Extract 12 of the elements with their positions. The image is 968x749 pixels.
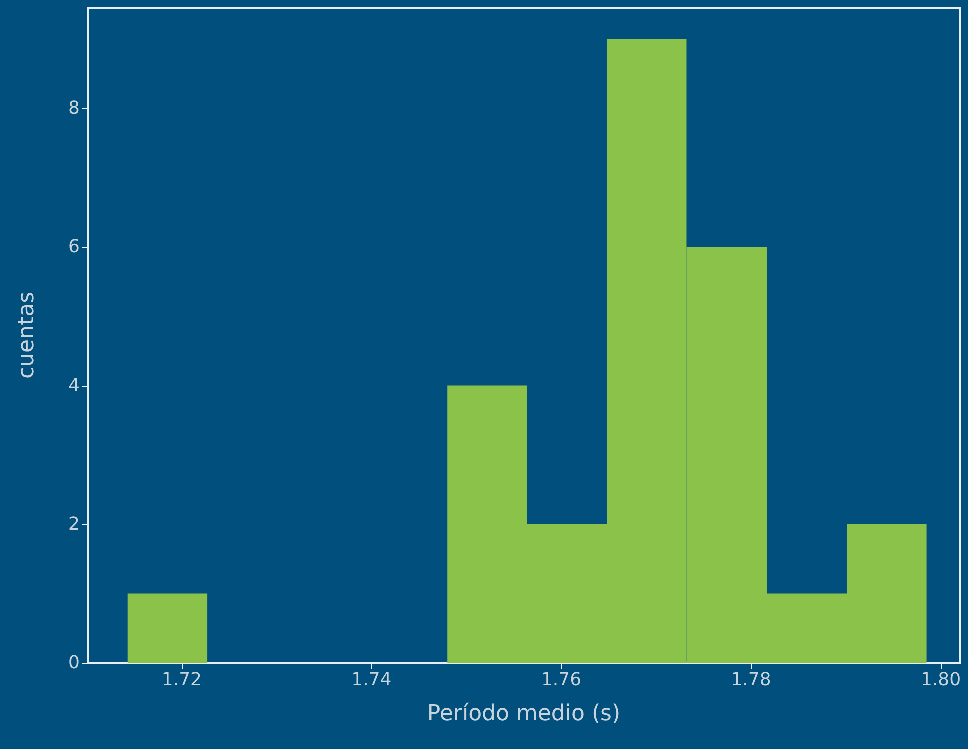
y-tick-label: 8 — [68, 98, 80, 120]
y-tick-label: 0 — [68, 652, 80, 674]
x-tick-label: 1.72 — [162, 670, 202, 690]
y-tick-label: 2 — [68, 514, 80, 535]
x-tick-label: 1.80 — [920, 670, 962, 690]
y-tick-label: 6 — [68, 236, 80, 258]
x-tick-label: 1.74 — [352, 670, 392, 690]
x-axis-title: Período medio (s) — [427, 702, 621, 726]
x-tick-label: 1.76 — [541, 670, 582, 690]
y-tick-label: 4 — [68, 375, 80, 396]
y-axis-title: cuentas — [14, 292, 40, 380]
x-tick-label: 1.78 — [731, 670, 772, 690]
